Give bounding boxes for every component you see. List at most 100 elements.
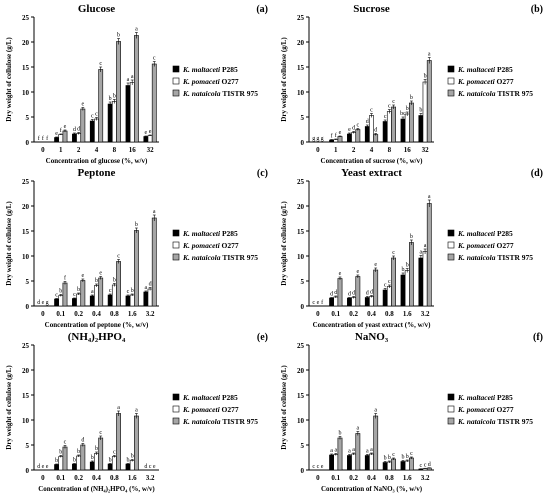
significance-letter: d — [37, 464, 40, 470]
x-tick-label: 1.6 — [403, 310, 412, 318]
significance-letter: c — [392, 250, 395, 256]
bar — [89, 461, 95, 471]
significance-letter: c — [64, 440, 67, 446]
significance-letter: b — [406, 263, 409, 269]
significance-letter: b — [406, 106, 409, 112]
bar — [337, 437, 343, 471]
y-tick-label: 15 — [297, 228, 305, 236]
x-tick-label: 0.2 — [74, 474, 83, 482]
significance-letter: c — [392, 99, 395, 105]
bar — [386, 286, 392, 307]
bar — [58, 134, 64, 143]
significance-letter: d — [428, 462, 431, 468]
x-tick-label: 0 — [316, 146, 320, 154]
significance-letter: b — [402, 455, 405, 461]
legend-label: K. maltaceti P285 — [182, 65, 238, 74]
bar — [151, 63, 157, 143]
chart-title: NaNO₃ — [355, 331, 389, 343]
significance-letter: c — [99, 61, 102, 67]
x-tick-label: 8 — [388, 146, 392, 154]
bar — [391, 106, 396, 143]
significance-letter: d — [73, 127, 76, 133]
legend-swatch — [172, 417, 180, 425]
significance-letter: d — [366, 291, 369, 297]
significance-letter: c — [73, 292, 76, 298]
bar — [422, 251, 428, 307]
x-tick-label: 32 — [147, 146, 155, 154]
y-tick-label: 10 — [297, 417, 305, 425]
x-tick-label: 0.8 — [385, 474, 394, 482]
bar — [116, 413, 121, 471]
significance-letter: b — [131, 454, 134, 460]
significance-letter: a — [352, 447, 355, 453]
y-axis-label: Dry weight of cellulose (g/L) — [280, 37, 288, 122]
significance-letter: a — [366, 449, 369, 455]
bar — [382, 121, 388, 143]
significance-letter: a — [330, 448, 333, 454]
y-tick-label: 20 — [22, 203, 30, 211]
x-tick-label: 0.1 — [56, 310, 65, 318]
bar — [72, 298, 77, 307]
y-axis-label: Dry weight of cellulose (g/L) — [280, 365, 288, 450]
y-tick-label: 15 — [22, 392, 30, 400]
significance-letter: d — [330, 292, 333, 298]
bar — [54, 137, 59, 143]
chart-title: Yeast extract — [341, 167, 402, 179]
significance-letter: f — [42, 135, 44, 142]
y-tick-label: 10 — [297, 253, 305, 261]
significance-letter: d — [352, 291, 355, 297]
significance-letter: bc — [400, 111, 406, 117]
bar — [129, 460, 135, 471]
significance-letter: f — [46, 135, 48, 142]
bar — [347, 455, 352, 471]
bar — [111, 456, 117, 471]
y-tick-label: 25 — [297, 178, 305, 186]
significance-letter: d — [334, 290, 337, 296]
significance-letter: a — [91, 289, 94, 295]
significance-letter: c — [388, 104, 391, 110]
bar — [409, 242, 414, 307]
x-tick-label: 0 — [41, 146, 45, 154]
x-tick-label: 2 — [352, 146, 356, 154]
y-tick-label: 20 — [297, 39, 305, 47]
x-tick-label: 1.6 — [128, 310, 137, 318]
legend-swatch — [447, 241, 455, 249]
x-tick-label: 0.1 — [331, 310, 340, 318]
bar — [382, 462, 388, 471]
significance-letter: c — [424, 462, 427, 468]
bar — [98, 69, 104, 143]
legend-label: K. pomaceti O277 — [182, 405, 239, 414]
legend-label: K. pomaceti O277 — [457, 241, 514, 250]
significance-letter: c — [312, 464, 315, 470]
significance-letter: b — [95, 278, 98, 284]
bar — [409, 102, 414, 143]
y-tick-label: 20 — [297, 203, 305, 211]
x-axis-label: Concentration of NaNO₃ (%, w/v) — [321, 485, 423, 493]
legend-label: K. nataicola TISTR 975 — [457, 417, 533, 426]
legend-swatch — [447, 417, 455, 425]
x-tick-label: 0 — [316, 474, 320, 482]
x-tick-label: 1.6 — [403, 474, 412, 482]
significance-letter: e — [99, 271, 102, 277]
legend-swatch — [447, 89, 455, 97]
bar — [426, 467, 432, 471]
significance-letter: c — [384, 283, 387, 289]
significance-letter: b — [73, 458, 76, 464]
bar — [116, 41, 121, 143]
y-axis-label: Dry weight of cellulose (g/L) — [280, 201, 288, 286]
y-tick-label: 5 — [26, 442, 30, 450]
x-tick-label: 0.2 — [74, 310, 83, 318]
bar — [355, 433, 361, 471]
y-tick-label: 15 — [22, 64, 30, 72]
chart-title: Peptone — [78, 167, 116, 179]
panel-letter: (f) — [533, 332, 543, 343]
chart-title: Glucose — [78, 3, 115, 15]
x-tick-label: 32 — [422, 146, 430, 154]
bar — [333, 454, 339, 471]
significance-letter: a — [357, 426, 360, 432]
significance-letter: f — [64, 275, 66, 282]
x-tick-label: 0.4 — [367, 474, 376, 482]
significance-letter: b — [402, 267, 405, 273]
